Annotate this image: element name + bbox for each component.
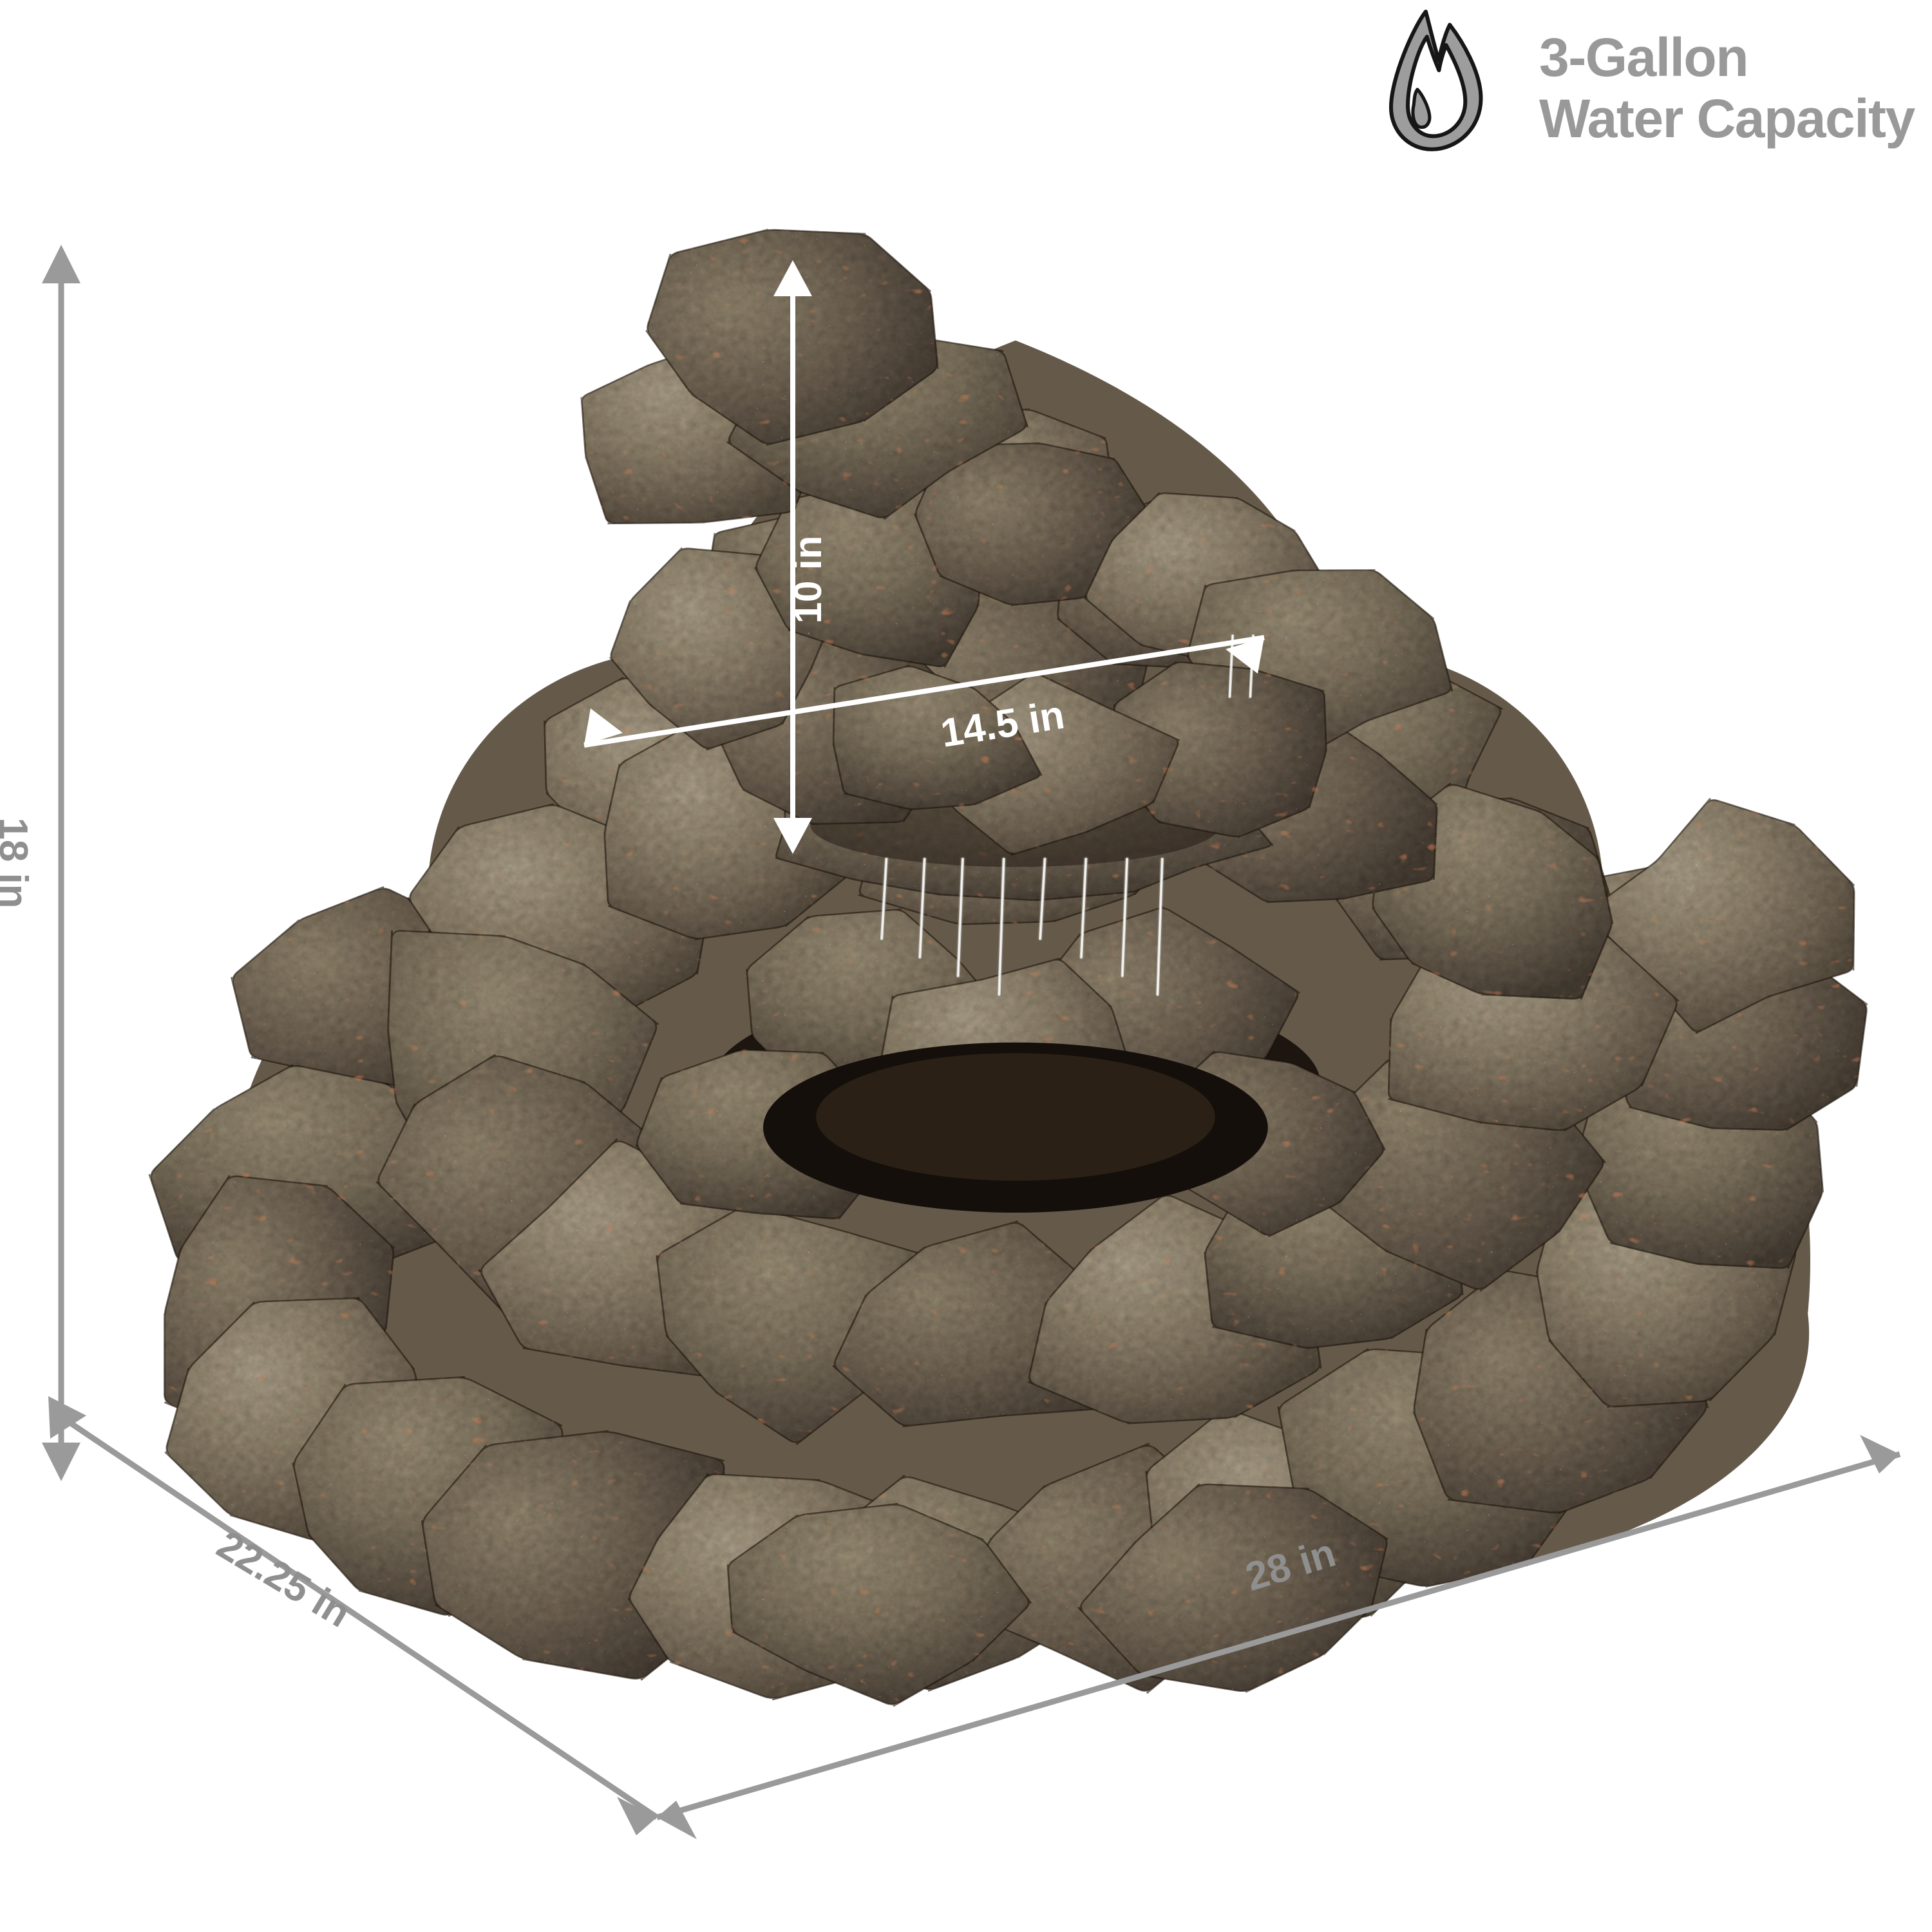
svg-text:3-Gallon: 3-Gallon (1539, 27, 1748, 88)
svg-text:18 in: 18 in (0, 817, 35, 908)
svg-text:Water Capacity: Water Capacity (1539, 88, 1916, 149)
svg-text:10 in: 10 in (786, 536, 829, 624)
